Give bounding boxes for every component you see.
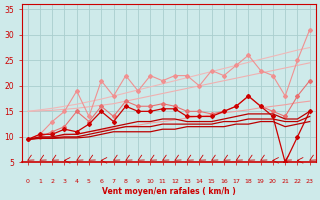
X-axis label: Vent moyen/en rafales ( km/h ): Vent moyen/en rafales ( km/h ) <box>102 187 236 196</box>
